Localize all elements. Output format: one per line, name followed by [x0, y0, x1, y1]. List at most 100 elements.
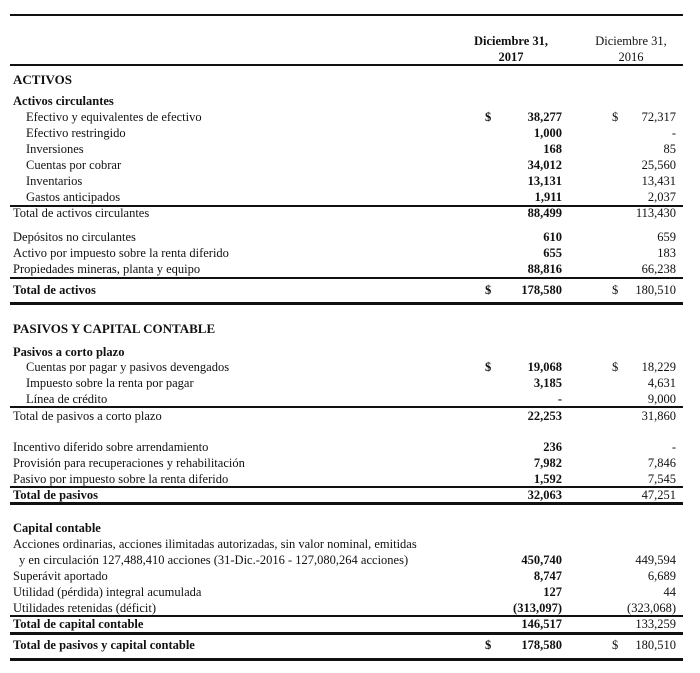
row-label: Total de pasivos a corto plazo — [13, 409, 162, 423]
value-2016: 47,251 — [641, 488, 676, 502]
value-2016: 44 — [663, 585, 677, 599]
table-row: Efectivo y equivalentes de efectivo $38,2… — [0, 109, 700, 125]
value-2017: 88,816 — [527, 262, 562, 276]
value-2017: 610 — [543, 230, 562, 244]
value-2017: 38,277 — [527, 110, 562, 124]
rule-line — [10, 14, 683, 16]
rule-line — [10, 632, 683, 635]
value-2016: 9,000 — [647, 392, 676, 406]
row-label: Línea de crédito — [26, 392, 108, 406]
table-row: Superávit aportado 8,747 6,689 — [0, 568, 700, 584]
row-label: Utilidades retenidas (déficit) — [13, 601, 156, 615]
table-row: Impuesto sobre la renta por pagar 3,185 4,… — [0, 375, 700, 391]
value-2016: - — [671, 126, 676, 140]
value-2016: 31,860 — [641, 409, 676, 423]
row-label: Pasivos a corto plazo — [13, 345, 125, 359]
column-header-2016: Diciembre 31, 2016 — [571, 33, 691, 65]
value-2016: 183 — [657, 246, 676, 260]
value-2016: 113,430 — [635, 206, 676, 220]
table-row: Utilidades retenidas (déficit) (313,097) (… — [0, 600, 700, 616]
rule-line — [10, 486, 683, 488]
row-label: Capital contable — [13, 521, 101, 535]
value-2016: 25,560 — [641, 158, 676, 172]
row-label: Total de capital contable — [13, 617, 144, 631]
table-row: Inversiones 168 85 — [0, 141, 700, 157]
value-2017: 178,580 — [521, 638, 562, 652]
table-row: Pasivos a corto plazo — [0, 344, 700, 360]
value-2016: 85 — [663, 142, 677, 156]
value-2017: 1,000 — [533, 126, 562, 140]
column-header-2016-line1: Diciembre 31, — [595, 34, 667, 48]
value-2016: - — [671, 440, 676, 454]
currency-2017: $ — [485, 283, 492, 297]
column-header-2016-line2: 2016 — [618, 50, 644, 64]
table-row: Inventarios 13,131 13,431 — [0, 173, 700, 189]
table-row: Total de pasivos 32,063 47,251 — [0, 487, 700, 503]
table-row: Cuentas por pagar y pasivos devengados $1… — [0, 359, 700, 375]
table-row: Gastos anticipados 1,911 2,037 — [0, 189, 700, 205]
column-header-2017-line2: 2017 — [498, 50, 524, 64]
currency-2017: $ — [485, 110, 492, 124]
row-label: Acciones ordinarias, acciones ilimitadas… — [13, 537, 417, 551]
value-2017: - — [557, 392, 562, 406]
table-row: Efectivo restringido 1,000 - — [0, 125, 700, 141]
value-2016: 66,238 — [641, 262, 676, 276]
row-label: Incentivo diferido sobre arrendamiento — [13, 440, 209, 454]
value-2016: (323,068) — [627, 601, 676, 615]
value-2017: 450,740 — [521, 553, 562, 567]
currency-2016: $ — [612, 638, 619, 652]
table-row: Pasivo por impuesto sobre la renta difer… — [0, 471, 700, 487]
value-2017: (313,097) — [513, 601, 562, 615]
table-row: Total de activos $178,580 $180,510 — [0, 282, 700, 298]
value-2017: 236 — [543, 440, 562, 454]
table-row: Total de pasivos a corto plazo 22,253 31,8… — [0, 408, 700, 424]
column-header-2017: Diciembre 31, 2017 — [451, 33, 571, 65]
table-row: Total de activos circulantes 88,499 113,43… — [0, 205, 700, 221]
value-2016: 2,037 — [647, 190, 676, 204]
row-label: Cuentas por cobrar — [26, 158, 122, 172]
value-2016: 180,510 — [635, 638, 676, 652]
rule-line — [10, 615, 683, 617]
value-2016: 7,545 — [647, 472, 676, 486]
row-label: Activo por impuesto sobre la renta difer… — [13, 246, 229, 260]
value-2017: 655 — [543, 246, 562, 260]
table-row: Cuentas por cobrar 34,012 25,560 — [0, 157, 700, 173]
table-row: Utilidad (pérdida) integral acumulada 127… — [0, 584, 700, 600]
row-label: Cuentas por pagar y pasivos devengados — [26, 360, 230, 374]
value-2017: 8,747 — [533, 569, 562, 583]
rule-line — [10, 205, 683, 207]
row-label: Propiedades mineras, planta y equipo — [13, 262, 201, 276]
value-2017: 1,592 — [533, 472, 562, 486]
table-row: Acciones ordinarias, acciones ilimitadas… — [0, 536, 700, 552]
row-label: y en circulación 127,488,410 acciones (3… — [19, 553, 409, 567]
row-label: Depósitos no circulantes — [13, 230, 136, 244]
table-row: Propiedades mineras, planta y equipo 88,8… — [0, 261, 700, 277]
currency-2017: $ — [485, 638, 492, 652]
value-2016: 18,229 — [641, 360, 676, 374]
row-label: Impuesto sobre la renta por pagar — [26, 376, 194, 390]
currency-2016: $ — [612, 283, 619, 297]
rule-line — [10, 502, 683, 505]
row-label: Inventarios — [26, 174, 83, 188]
value-2016: 180,510 — [635, 283, 676, 297]
table-row: Total de capital contable 146,517 133,259 — [0, 616, 700, 632]
value-2017: 3,185 — [533, 376, 562, 390]
table-row: Total de pasivos y capital contable $178,… — [0, 637, 700, 653]
row-label: Inversiones — [26, 142, 84, 156]
currency-2016: $ — [612, 110, 619, 124]
value-2017: 34,012 — [527, 158, 562, 172]
row-label: Pasivo por impuesto sobre la renta difer… — [13, 472, 229, 486]
row-label: Efectivo y equivalentes de efectivo — [26, 110, 202, 124]
table-row: Línea de crédito - 9,000 — [0, 391, 700, 407]
rule-line — [10, 302, 683, 305]
row-label: Gastos anticipados — [26, 190, 121, 204]
row-label: Utilidad (pérdida) integral acumulada — [13, 585, 202, 599]
row-label: ACTIVOS — [13, 72, 72, 87]
value-2016: 659 — [657, 230, 676, 244]
row-label: Total de activos circulantes — [13, 206, 150, 220]
currency-2016: $ — [612, 360, 619, 374]
rule-line — [10, 64, 683, 66]
row-label: Total de activos — [13, 283, 96, 297]
rule-line — [10, 658, 683, 661]
value-2017: 13,131 — [527, 174, 562, 188]
